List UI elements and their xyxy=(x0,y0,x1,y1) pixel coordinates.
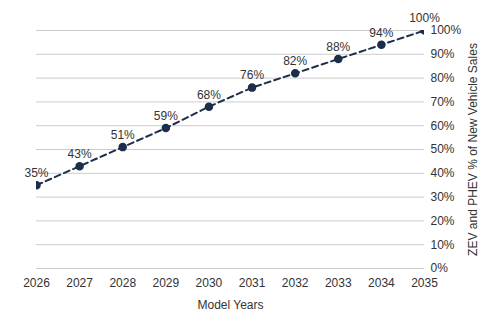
svg-text:68%: 68% xyxy=(197,88,221,102)
svg-text:76%: 76% xyxy=(240,68,264,82)
svg-text:50%: 50% xyxy=(431,142,455,156)
svg-text:43%: 43% xyxy=(68,147,92,161)
svg-text:82%: 82% xyxy=(283,54,307,68)
svg-text:35%: 35% xyxy=(24,166,48,180)
svg-text:2035: 2035 xyxy=(411,276,438,290)
svg-text:2032: 2032 xyxy=(282,276,309,290)
svg-text:88%: 88% xyxy=(326,40,350,54)
svg-text:0%: 0% xyxy=(431,261,449,275)
svg-text:Model Years: Model Years xyxy=(197,298,263,312)
svg-text:2033: 2033 xyxy=(325,276,352,290)
svg-text:100%: 100% xyxy=(431,23,462,37)
svg-text:70%: 70% xyxy=(431,95,455,109)
svg-text:2034: 2034 xyxy=(368,276,395,290)
svg-text:51%: 51% xyxy=(111,128,135,142)
svg-text:60%: 60% xyxy=(431,119,455,133)
svg-text:20%: 20% xyxy=(431,214,455,228)
svg-text:80%: 80% xyxy=(431,71,455,85)
svg-text:2029: 2029 xyxy=(152,276,179,290)
svg-text:90%: 90% xyxy=(431,47,455,61)
svg-text:2027: 2027 xyxy=(66,276,93,290)
svg-text:10%: 10% xyxy=(431,238,455,252)
svg-text:2031: 2031 xyxy=(239,276,266,290)
svg-text:40%: 40% xyxy=(431,166,455,180)
svg-text:2026: 2026 xyxy=(23,276,50,290)
svg-text:2030: 2030 xyxy=(196,276,223,290)
svg-text:30%: 30% xyxy=(431,190,455,204)
svg-text:94%: 94% xyxy=(369,26,393,40)
svg-text:59%: 59% xyxy=(154,109,178,123)
svg-text:ZEV and PHEV % of New Vehicle: ZEV and PHEV % of New Vehicle Sales xyxy=(466,43,480,256)
svg-text:100%: 100% xyxy=(409,11,440,25)
svg-text:2028: 2028 xyxy=(109,276,136,290)
